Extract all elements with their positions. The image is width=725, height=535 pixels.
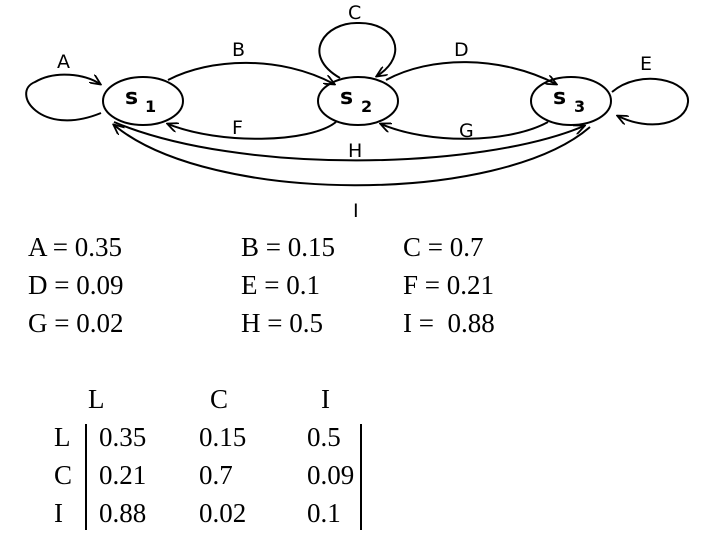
matrix-right-bracket: [360, 424, 362, 530]
edge-e-self-loop: [611, 77, 690, 126]
matrix-col-header-i: I: [321, 384, 330, 414]
matrix-cell-c-i: 0.09: [307, 460, 355, 490]
edge-label-c: C: [348, 2, 361, 24]
matrix-col-header-c: C: [210, 384, 229, 414]
matrix-cell-l-i: 0.5: [307, 422, 341, 452]
edge-g-s3-to-s2: [381, 121, 549, 140]
edge-label-d: D: [454, 39, 469, 61]
edge-a-self-loop: [25, 73, 101, 122]
matrix-cell-c-c: 0.7: [199, 460, 233, 490]
probability-h: H = 0.5: [241, 308, 323, 338]
edge-f-s2-to-s1: [168, 121, 337, 140]
probability-b: B = 0.15: [241, 232, 335, 262]
edge-c-self-loop: [318, 21, 397, 79]
matrix-row-header-l: L: [54, 422, 71, 452]
probability-e: E = 0.1: [241, 270, 320, 300]
edge-d-s2-to-s3: [385, 61, 556, 84]
state-s1-letter: s: [125, 85, 138, 110]
edge-label-b: B: [232, 39, 245, 61]
matrix-cell-l-c: 0.15: [199, 422, 247, 452]
state-s3-subscript: 3: [574, 97, 585, 116]
edge-h-s1-to-s3: [113, 121, 584, 162]
matrix-col-header-l: L: [88, 384, 105, 414]
matrix-cell-l-l: 0.35: [99, 422, 147, 452]
edge-label-f: F: [232, 117, 243, 139]
edge-b-s1-to-s2: [167, 61, 334, 84]
probability-c: C = 0.7: [403, 232, 484, 262]
probability-a: A = 0.35: [28, 232, 122, 262]
matrix-left-bracket: [85, 424, 87, 530]
edge-label-g: G: [459, 120, 474, 142]
edge-label-a: A: [57, 51, 70, 73]
state-diagram: s 1 s 2 s 3 A B C D E F G H I: [25, 2, 690, 222]
matrix-cell-i-i: 0.1: [307, 498, 341, 528]
matrix-row-header-c: C: [54, 460, 73, 490]
state-s3: s 3: [530, 76, 612, 126]
state-s3-letter: s: [553, 85, 566, 110]
state-s2-subscript: 2: [361, 97, 372, 116]
edge-label-h: H: [348, 140, 362, 162]
matrix-cell-i-c: 0.02: [199, 498, 247, 528]
probability-g: G = 0.02: [28, 308, 124, 338]
state-s2: s 2: [317, 76, 399, 126]
state-s1-subscript: 1: [145, 97, 156, 116]
probability-d: D = 0.09: [28, 270, 124, 300]
matrix-cell-i-l: 0.88: [99, 498, 147, 528]
matrix-cell-c-l: 0.21: [99, 460, 147, 490]
matrix-row-header-i: I: [54, 498, 63, 528]
edge-i-s3-to-s1: [114, 125, 591, 187]
probability-f: F = 0.21: [403, 270, 494, 300]
state-s2-letter: s: [340, 85, 353, 110]
edge-label-e: E: [640, 53, 652, 75]
probability-i: I = 0.88: [403, 308, 495, 338]
state-s1: s 1: [102, 76, 184, 126]
edge-label-i: I: [353, 200, 359, 222]
